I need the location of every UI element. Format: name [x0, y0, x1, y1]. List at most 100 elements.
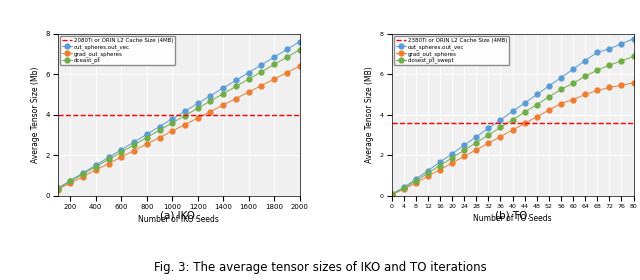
cut_spheres.out_vec [143, 133, 150, 136]
cut_spheres.out_vec [270, 55, 278, 59]
out_spheres.out_vec [593, 51, 601, 54]
grad_out_spheres [283, 71, 291, 74]
cut_spheres.out_vec [79, 171, 87, 174]
cut_spheres.out_vec [220, 86, 227, 90]
grad_out_spheres [497, 135, 504, 138]
Line: cut_spheres.out_vec: cut_spheres.out_vec [55, 39, 302, 191]
out_spheres.out_vec [521, 101, 529, 105]
Line: dceast_pt: dceast_pt [55, 47, 302, 191]
dceast_pt [245, 77, 253, 81]
dceast_pt [130, 143, 138, 146]
dceast_pt [270, 63, 278, 66]
closest_pt_swept [545, 95, 553, 99]
grad_out_spheres [130, 149, 138, 152]
cut_spheres.out_vec [118, 148, 125, 151]
Text: (b) TO.: (b) TO. [495, 210, 531, 220]
cut_spheres.out_vec [181, 109, 189, 113]
out_spheres.out_vec [605, 47, 613, 50]
cut_spheres.out_vec [168, 117, 176, 121]
out_spheres.out_vec [400, 186, 408, 189]
grad_out_spheres [207, 110, 214, 113]
closest_pt_swept [460, 149, 468, 152]
closest_pt_swept [448, 156, 456, 160]
Text: Fig. 3: The average tensor sizes of IKO and TO iterations: Fig. 3: The average tensor sizes of IKO … [154, 262, 486, 274]
cut_spheres.out_vec [207, 94, 214, 97]
out_spheres.out_vec [509, 110, 516, 113]
X-axis label: Number of TO Seeds: Number of TO Seeds [473, 214, 552, 223]
grad_out_spheres [618, 84, 625, 87]
dceast_pt [181, 114, 189, 117]
closest_pt_swept [472, 141, 480, 144]
out_spheres.out_vec [448, 152, 456, 155]
out_spheres.out_vec [497, 118, 504, 122]
grad_out_spheres [257, 84, 265, 87]
out_spheres.out_vec [424, 169, 432, 172]
closest_pt_swept [630, 55, 637, 58]
closest_pt_swept [509, 118, 516, 122]
grad_out_spheres [245, 90, 253, 94]
2080Ti or ORIN L2 Cache Size (4MB) [41, 113, 49, 116]
2380Ti or ORIN L2 Cache Size (4MB) [388, 121, 396, 125]
Legend: 2380Ti or ORIN L2 Cache Size (4MB), out_spheres.out_vec, grad_out_spheres, close: 2380Ti or ORIN L2 Cache Size (4MB), out_… [394, 36, 509, 65]
Text: (a) IKO.: (a) IKO. [159, 210, 198, 220]
cut_spheres.out_vec [54, 186, 61, 190]
X-axis label: Number of IKO Seeds: Number of IKO Seeds [138, 215, 219, 224]
Legend: 2080Ti or ORIN L2 Cache Size (4MB), cut_spheres.out_vec, grad_out_spheres, dceas: 2080Ti or ORIN L2 Cache Size (4MB), cut_… [60, 36, 175, 65]
grad_out_spheres [557, 102, 565, 105]
out_spheres.out_vec [484, 127, 492, 130]
grad_out_spheres [545, 108, 553, 112]
closest_pt_swept [436, 164, 444, 167]
cut_spheres.out_vec [67, 179, 74, 182]
grad_out_spheres [270, 77, 278, 81]
cut_spheres.out_vec [194, 102, 202, 105]
closest_pt_swept [533, 103, 541, 106]
dceast_pt [54, 187, 61, 190]
out_spheres.out_vec [388, 192, 396, 196]
closest_pt_swept [388, 193, 396, 197]
2380Ti or ORIN L2 Cache Size (4MB) [391, 121, 399, 125]
out_spheres.out_vec [533, 93, 541, 96]
grad_out_spheres [79, 175, 87, 178]
dceast_pt [92, 165, 100, 169]
grad_out_spheres [92, 168, 100, 172]
dceast_pt [67, 180, 74, 183]
Line: closest_pt_swept: closest_pt_swept [389, 54, 636, 197]
grad_out_spheres [388, 193, 396, 196]
Y-axis label: Average Tensor Size (Mb): Average Tensor Size (Mb) [31, 67, 40, 163]
grad_out_spheres [194, 116, 202, 120]
grad_out_spheres [448, 161, 456, 165]
grad_out_spheres [54, 188, 61, 191]
dceast_pt [105, 158, 113, 161]
out_spheres.out_vec [581, 59, 589, 62]
Line: out_spheres.out_vec: out_spheres.out_vec [389, 36, 636, 196]
closest_pt_swept [521, 111, 529, 114]
out_spheres.out_vec [412, 178, 420, 181]
out_spheres.out_vec [545, 84, 553, 88]
grad_out_spheres [156, 136, 163, 139]
grad_out_spheres [630, 81, 637, 84]
cut_spheres.out_vec [232, 79, 240, 82]
grad_out_spheres [105, 162, 113, 165]
dceast_pt [168, 121, 176, 125]
grad_out_spheres [168, 129, 176, 133]
cut_spheres.out_vec [296, 40, 303, 43]
out_spheres.out_vec [618, 42, 625, 45]
cut_spheres.out_vec [257, 63, 265, 67]
Line: grad_out_spheres: grad_out_spheres [389, 80, 636, 197]
grad_out_spheres [521, 122, 529, 125]
closest_pt_swept [400, 186, 408, 190]
out_spheres.out_vec [569, 67, 577, 71]
grad_out_spheres [472, 148, 480, 151]
grad_out_spheres [67, 181, 74, 185]
dceast_pt [296, 48, 303, 52]
closest_pt_swept [412, 179, 420, 183]
dceast_pt [156, 129, 163, 132]
grad_out_spheres [460, 155, 468, 158]
out_spheres.out_vec [460, 144, 468, 147]
closest_pt_swept [593, 68, 601, 72]
cut_spheres.out_vec [245, 71, 253, 74]
grad_out_spheres [605, 86, 613, 89]
grad_out_spheres [400, 188, 408, 191]
grad_out_spheres [232, 97, 240, 100]
cut_spheres.out_vec [130, 140, 138, 144]
